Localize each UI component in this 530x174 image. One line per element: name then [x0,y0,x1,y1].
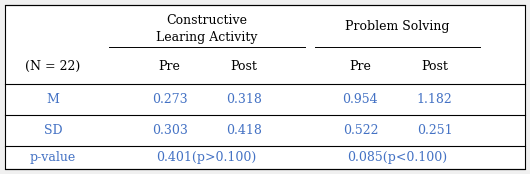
Text: 0.085(p<0.100): 0.085(p<0.100) [348,151,447,164]
Text: Pre: Pre [349,60,372,73]
Text: Problem Solving: Problem Solving [345,21,450,33]
Text: 0.318: 0.318 [226,93,262,106]
Text: 0.954: 0.954 [342,93,378,106]
Text: M: M [47,93,59,106]
Text: Learing Activity: Learing Activity [156,31,258,44]
Text: 0.303: 0.303 [152,124,188,137]
Text: Post: Post [231,60,257,73]
Text: Post: Post [421,60,448,73]
Text: Constructive: Constructive [166,14,247,26]
Text: 0.273: 0.273 [152,93,188,106]
Text: 0.522: 0.522 [343,124,378,137]
Text: (N = 22): (N = 22) [25,60,81,73]
Text: Pre: Pre [158,60,181,73]
Text: 0.251: 0.251 [417,124,453,137]
Text: 0.401(p>0.100): 0.401(p>0.100) [156,151,257,164]
Text: SD: SD [43,124,63,137]
Text: 0.418: 0.418 [226,124,262,137]
Text: 1.182: 1.182 [417,93,453,106]
Text: p-value: p-value [30,151,76,164]
